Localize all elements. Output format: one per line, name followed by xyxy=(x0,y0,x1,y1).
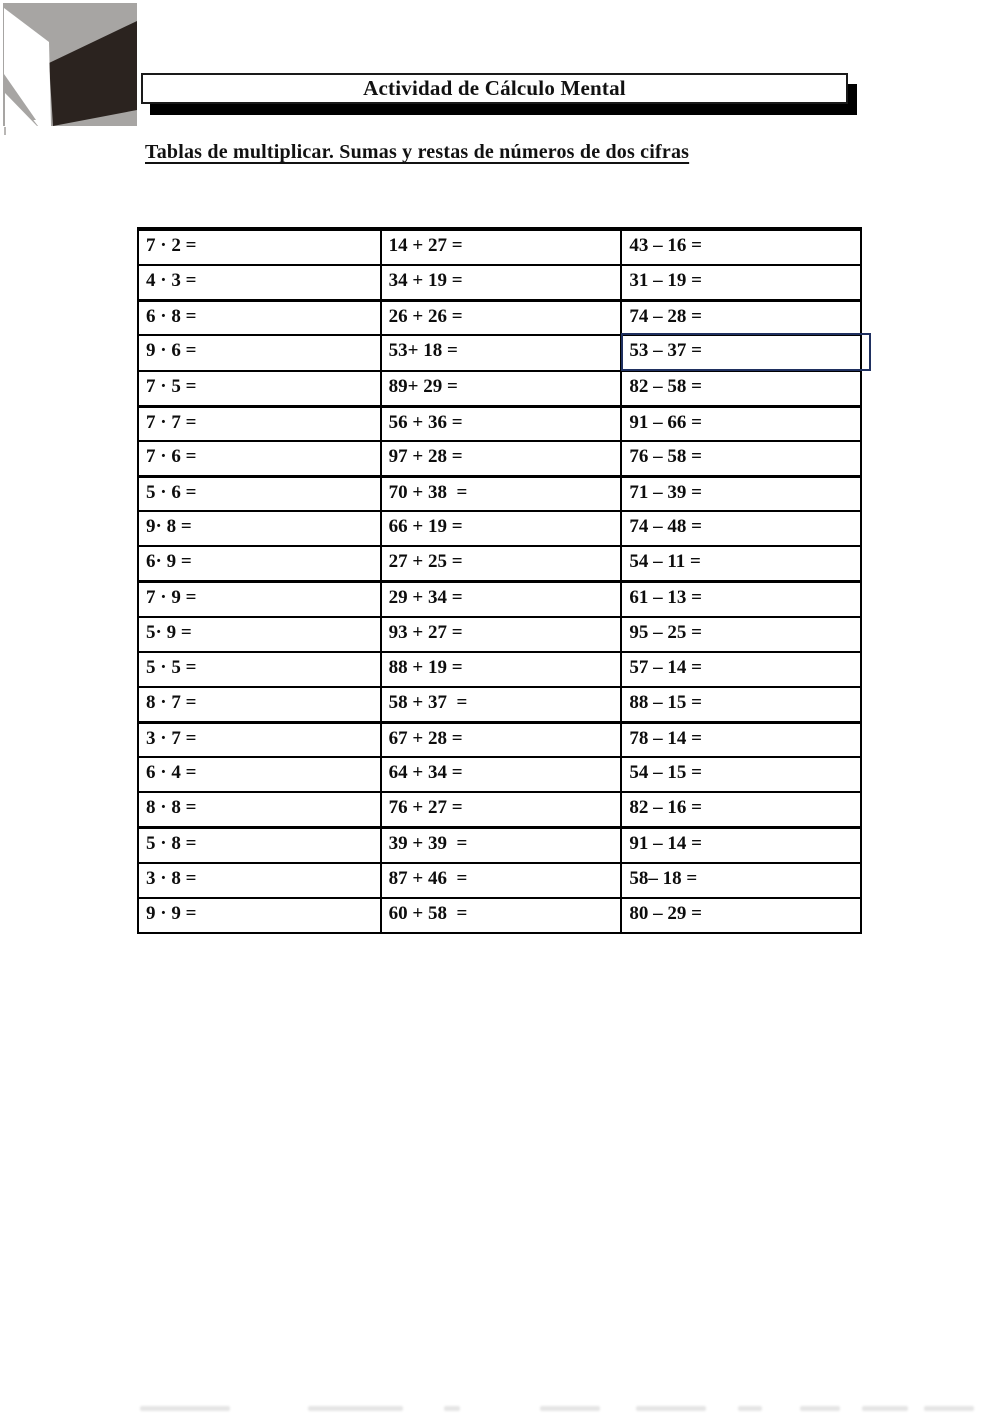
problem-cell[interactable]: 3 · 8 = xyxy=(146,867,197,889)
problem-cell[interactable]: 8 · 7 = xyxy=(146,691,197,713)
header-banner: Actividad de Cálculo Mental xyxy=(141,73,848,104)
problem-cell[interactable]: 6 · 8 = xyxy=(146,306,197,328)
problem-cell[interactable]: 7 · 5 = xyxy=(146,375,197,397)
problem-cell[interactable]: 89+ 29 = xyxy=(379,371,621,405)
problem-cell[interactable]: 5· 9 = xyxy=(146,621,192,643)
table-row: 5 · 5 = 88 + 19 = 57 – 14 = xyxy=(139,650,860,686)
problem-cell[interactable]: 57 – 14 = xyxy=(620,652,860,686)
worksheet-subtitle: Tablas de multiplicar. Sumas y restas de… xyxy=(145,141,690,163)
problem-cell[interactable]: 53+ 18 = xyxy=(379,336,621,370)
problem-cell[interactable]: 34 + 19 = xyxy=(379,266,621,300)
problem-cell[interactable]: 6 · 4 = xyxy=(146,762,197,784)
problem-cell[interactable]: 7 · 6 = xyxy=(146,445,197,467)
problem-cell[interactable]: 67 + 28 = xyxy=(379,723,621,757)
problem-cell[interactable]: 43 – 16 = xyxy=(620,231,860,265)
problem-cell[interactable]: 31 – 19 = xyxy=(620,266,860,300)
table-row: 9 · 6 = 53+ 18 = 53 – 37 = xyxy=(139,334,860,370)
problem-cell[interactable]: 54 – 15 = xyxy=(620,758,860,792)
problem-cell[interactable]: 3 · 7 = xyxy=(146,727,197,749)
problem-cell[interactable]: 7 · 7 = xyxy=(146,411,197,433)
problem-cell[interactable]: 7 · 2 = xyxy=(146,235,197,256)
problem-cell[interactable]: 4 · 3 = xyxy=(146,270,197,292)
problem-cell[interactable]: 39 + 39 = xyxy=(379,829,621,862)
problem-cell[interactable]: 6· 9 = xyxy=(146,551,192,573)
problem-cell[interactable]: 80 – 29 = xyxy=(620,898,860,932)
table-row: 5· 9 = 93 + 27 = 95 – 25 = xyxy=(139,615,860,651)
logo-smudge xyxy=(4,127,6,135)
problem-cell[interactable]: 64 + 34 = xyxy=(379,758,621,792)
problem-cell[interactable]: 5 · 6 = xyxy=(146,481,197,503)
bottom-scan-smudges xyxy=(0,1404,1000,1413)
problem-cell[interactable]: 82 – 58 = xyxy=(620,371,860,405)
table-row: 9 · 9 = 60 + 58 = 80 – 29 = xyxy=(139,896,860,932)
problem-cell[interactable]: 26 + 26 = xyxy=(379,302,621,335)
problem-cell[interactable]: 88 – 15 = xyxy=(620,687,860,721)
table-row: 7 · 7 = 56 + 36 = 91 – 66 = xyxy=(139,404,860,440)
problem-cell[interactable]: 74 – 48 = xyxy=(620,512,860,546)
problem-cell[interactable]: 54 – 11 = xyxy=(620,547,860,581)
table-row: 3 · 8 = 87 + 46 = 58– 18 = xyxy=(139,861,860,897)
table-row: 8 · 8 = 76 + 27 = 82 – 16 = xyxy=(139,791,860,827)
problem-cell[interactable]: 27 + 25 = xyxy=(379,547,621,581)
page-title: Actividad de Cálculo Mental xyxy=(363,76,626,100)
problem-cell[interactable]: 58– 18 = xyxy=(620,863,860,897)
table-row: 6· 9 = 27 + 25 = 54 – 11 = xyxy=(139,545,860,581)
problem-cell[interactable]: 58 + 37 = xyxy=(379,687,621,721)
problem-cell[interactable]: 76 – 58 = xyxy=(620,441,860,475)
cube-logo-graphic xyxy=(3,3,137,126)
table-row: 8 · 7 = 58 + 37 = 88 – 15 = xyxy=(139,685,860,721)
table-row: 6 · 8 = 26 + 26 = 74 – 28 = xyxy=(139,299,860,335)
problem-cell[interactable]: 66 + 19 = xyxy=(379,512,621,546)
problems-table: 7 · 2 = 14 + 27 = 43 – 16 = 4 · 3 = 34 + 19 … xyxy=(137,227,871,934)
table-row: 7 · 2 = 14 + 27 = 43 – 16 = xyxy=(139,229,860,265)
problem-cell[interactable]: 7 · 9 = xyxy=(146,587,197,609)
table-row: 6 · 4 = 64 + 34 = 54 – 15 = xyxy=(139,756,860,792)
table-row: 3 · 7 = 67 + 28 = 78 – 14 = xyxy=(139,720,860,757)
problem-cell[interactable]: 82 – 16 = xyxy=(620,793,860,827)
problem-cell[interactable]: 88 + 19 = xyxy=(379,652,621,686)
problem-cell[interactable]: 76 + 27 = xyxy=(379,793,621,827)
table-row: 7 · 9 = 29 + 34 = 61 – 13 = xyxy=(139,580,860,616)
problem-cell[interactable]: 9· 8 = xyxy=(146,516,192,538)
problem-cell[interactable]: 91 – 66 = xyxy=(620,407,860,440)
table-row: 5 · 6 = 70 + 38 = 71 – 39 = xyxy=(139,474,860,511)
problem-cell[interactable]: 71 – 39 = xyxy=(620,477,860,511)
problem-cell[interactable]: 97 + 28 = xyxy=(379,441,621,475)
table-row: 7 · 6 = 97 + 28 = 76 – 58 = xyxy=(139,439,860,475)
problem-cell[interactable]: 87 + 46 = xyxy=(379,863,621,897)
problem-cell[interactable]: 78 – 14 = xyxy=(620,723,860,757)
cube-logo xyxy=(0,0,140,136)
problem-cell[interactable]: 9 · 9 = xyxy=(146,902,197,924)
table-row: 4 · 3 = 34 + 19 = 31 – 19 = xyxy=(139,264,860,300)
problem-cell[interactable]: 60 + 58 = xyxy=(379,898,621,932)
table-row: 5 · 8 = 39 + 39 = 91 – 14 = xyxy=(139,826,860,862)
problem-cell[interactable]: 93 + 27 = xyxy=(379,617,621,651)
problem-cell[interactable]: 5 · 8 = xyxy=(146,833,197,855)
problem-cell[interactable]: 95 – 25 = xyxy=(620,617,860,651)
table-row: 7 · 5 = 89+ 29 = 82 – 58 = xyxy=(139,369,860,405)
problem-cell[interactable]: 9 · 6 = xyxy=(146,340,197,362)
problem-cell[interactable]: 53 – 37 = xyxy=(620,336,860,370)
problem-cell[interactable]: 74 – 28 = xyxy=(620,302,860,335)
problem-cell[interactable]: 61 – 13 = xyxy=(620,583,860,616)
problem-cell[interactable]: 5 · 5 = xyxy=(146,656,197,678)
problem-cell[interactable]: 8 · 8 = xyxy=(146,797,197,819)
problem-cell[interactable]: 56 + 36 = xyxy=(379,407,621,440)
problem-cell[interactable]: 70 + 38 = xyxy=(379,477,621,511)
problem-cell[interactable]: 14 + 27 = xyxy=(379,231,621,265)
problem-cell[interactable]: 91 – 14 = xyxy=(620,829,860,862)
table-row: 9· 8 = 66 + 19 = 74 – 48 = xyxy=(139,510,860,546)
problem-cell[interactable]: 29 + 34 = xyxy=(379,583,621,616)
